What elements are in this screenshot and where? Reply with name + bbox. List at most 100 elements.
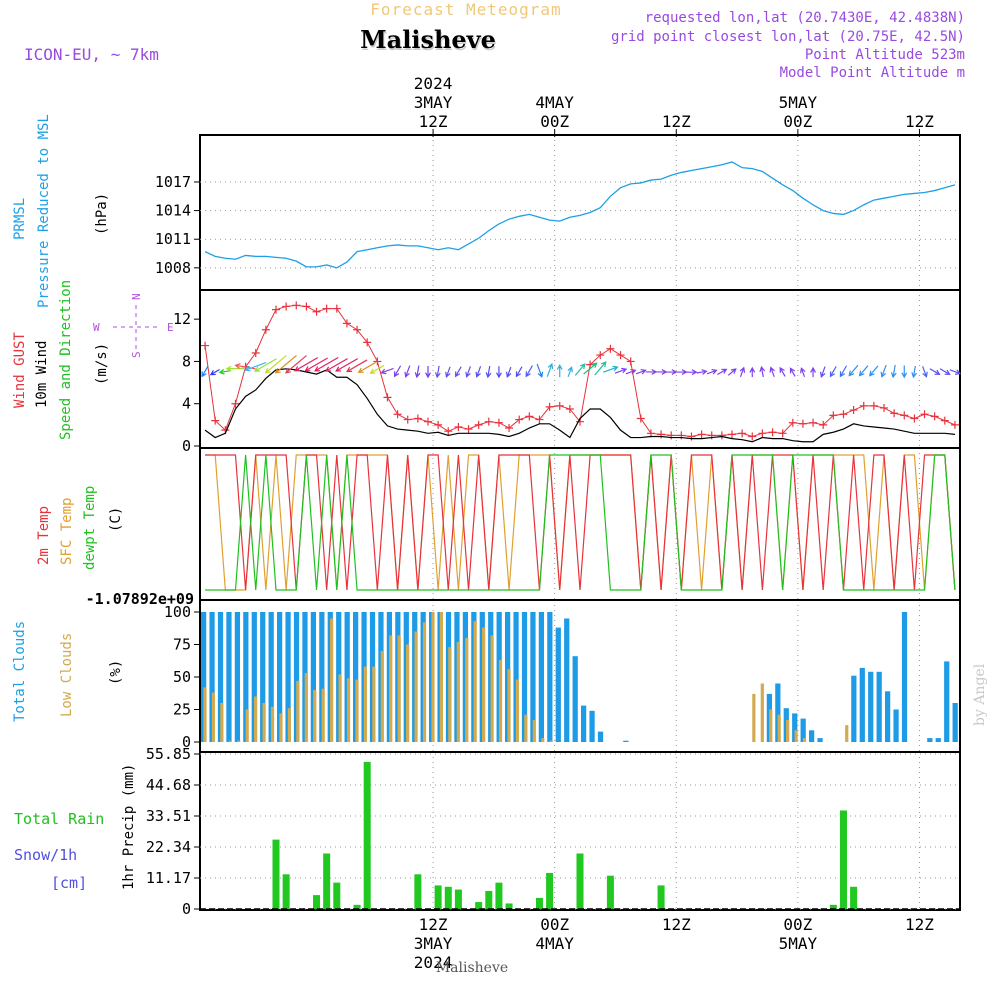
precip-bar [363, 761, 371, 909]
total-cloud-bar [217, 612, 224, 742]
precip-bar [333, 882, 341, 909]
precip-bar [272, 839, 280, 909]
precip-bar [535, 897, 543, 909]
bottom-tick-label: 12Z [419, 915, 448, 934]
gust-marker [748, 432, 757, 441]
low-cloud-bar [541, 738, 545, 742]
wind-direction-arrow [393, 365, 402, 378]
wind-direction-arrow [949, 369, 962, 375]
gust-marker [525, 412, 534, 421]
bottom-tick-label: 4MAY [535, 934, 574, 953]
wind-direction-arrow [779, 366, 786, 377]
wind-direction-arrow [829, 366, 837, 378]
wind-direction-arrow [901, 365, 908, 379]
low-cloud-bar [270, 706, 275, 742]
low-cloud-bar [498, 660, 503, 742]
gust-marker [798, 419, 807, 428]
wind-direction-arrow [546, 362, 554, 377]
gust-marker [930, 412, 939, 421]
gust-label: Wind GUST [12, 332, 28, 408]
gust-marker [788, 418, 797, 427]
total-cloud-bar [952, 703, 958, 742]
total-rain-label: Total Rain [14, 810, 104, 828]
wind-direction-arrow [800, 367, 806, 378]
gust-marker [880, 403, 888, 412]
gust-marker [312, 307, 321, 316]
wind-direction-arrow [274, 355, 297, 374]
total-cloud-bar [792, 713, 798, 742]
wind-direction-arrow [929, 368, 941, 375]
wind-direction-arrow [739, 366, 746, 377]
temperature-panel: -1.07892e+09 [86, 447, 961, 608]
low-cloud-bar [330, 618, 334, 742]
wind-unit: (m/s) [94, 343, 110, 385]
y-tick-label: 1017 [155, 173, 191, 191]
total-cloud-bar [538, 612, 545, 742]
gust-marker [261, 325, 270, 334]
y-tick-label: 8 [182, 352, 191, 370]
total-cloud-bar [893, 709, 899, 742]
gust-marker [272, 305, 280, 314]
gust-marker [910, 414, 919, 423]
low-cloud-bar [211, 692, 216, 742]
compass-n: N [130, 293, 143, 300]
total-cloud-bar [226, 612, 232, 742]
wind-direction-arrow [706, 368, 718, 375]
wind-direction-arrow [425, 365, 431, 379]
low-cloud-bar [304, 673, 308, 742]
point-altitude: Point Altitude 523m [805, 47, 965, 63]
total-cloud-bar [901, 612, 908, 742]
wind-direction-arrow [496, 366, 502, 379]
temp-bottom-value: -1.07892e+09 [86, 590, 194, 608]
top-tick-label: 4MAY [535, 93, 574, 112]
wind-direction-arrow [911, 365, 918, 379]
wind-direction-arrow [858, 365, 869, 377]
gust-marker [920, 410, 929, 419]
y-tick-label: 1008 [155, 259, 191, 277]
model-altitude: Model Point Altitude m [780, 65, 965, 81]
wind-direction-arrow [819, 366, 826, 378]
panel-frame [199, 447, 961, 601]
wind-direction-arrow [536, 363, 544, 378]
wind-line [204, 368, 955, 443]
precip-bar [454, 889, 462, 909]
cm-label: [cm] [51, 874, 87, 892]
gust-marker [494, 418, 503, 427]
total-cloud-bar [277, 612, 283, 742]
wind-direction-arrow [285, 355, 307, 374]
y-tick-label: 25 [173, 701, 191, 719]
gust-marker [849, 406, 858, 415]
low-cloud-bar [802, 738, 807, 742]
grid-point-coords: grid point closest lon,lat (20.75E, 42.5… [611, 29, 965, 45]
gust-marker [586, 360, 595, 369]
wind-direction-arrow [645, 368, 658, 375]
wind-direction-arrow [890, 364, 897, 379]
precip-bar [282, 874, 290, 909]
wind-direction-arrow [574, 363, 586, 376]
gust-marker [292, 301, 301, 310]
low-cloud-bar [313, 690, 317, 742]
temp-unit: (C) [108, 507, 124, 532]
wind-direction-arrow [614, 367, 628, 374]
precip-bar [323, 853, 331, 909]
low-cloud-bar [389, 635, 393, 742]
low-cloud-bar [422, 622, 427, 742]
gust-marker [839, 410, 848, 419]
precip-bar [505, 903, 513, 909]
gust-marker [211, 416, 220, 425]
low-cloud-bar [549, 740, 553, 742]
y-tick-label: 50 [173, 668, 191, 686]
low-cloud-bar [456, 641, 460, 742]
total-cloud-bar [809, 730, 815, 742]
total-cloud-bar [530, 612, 536, 742]
wind-direction-arrow [304, 357, 328, 372]
gust-marker [667, 431, 676, 440]
total-cloud-bar [353, 612, 359, 742]
gust-marker [282, 302, 291, 311]
temp2m-line [205, 454, 956, 591]
wind-direction-arrow [769, 366, 776, 377]
total-cloud-bar [243, 612, 249, 742]
precip-bar [414, 874, 422, 909]
wind-direction-arrow [254, 358, 277, 372]
